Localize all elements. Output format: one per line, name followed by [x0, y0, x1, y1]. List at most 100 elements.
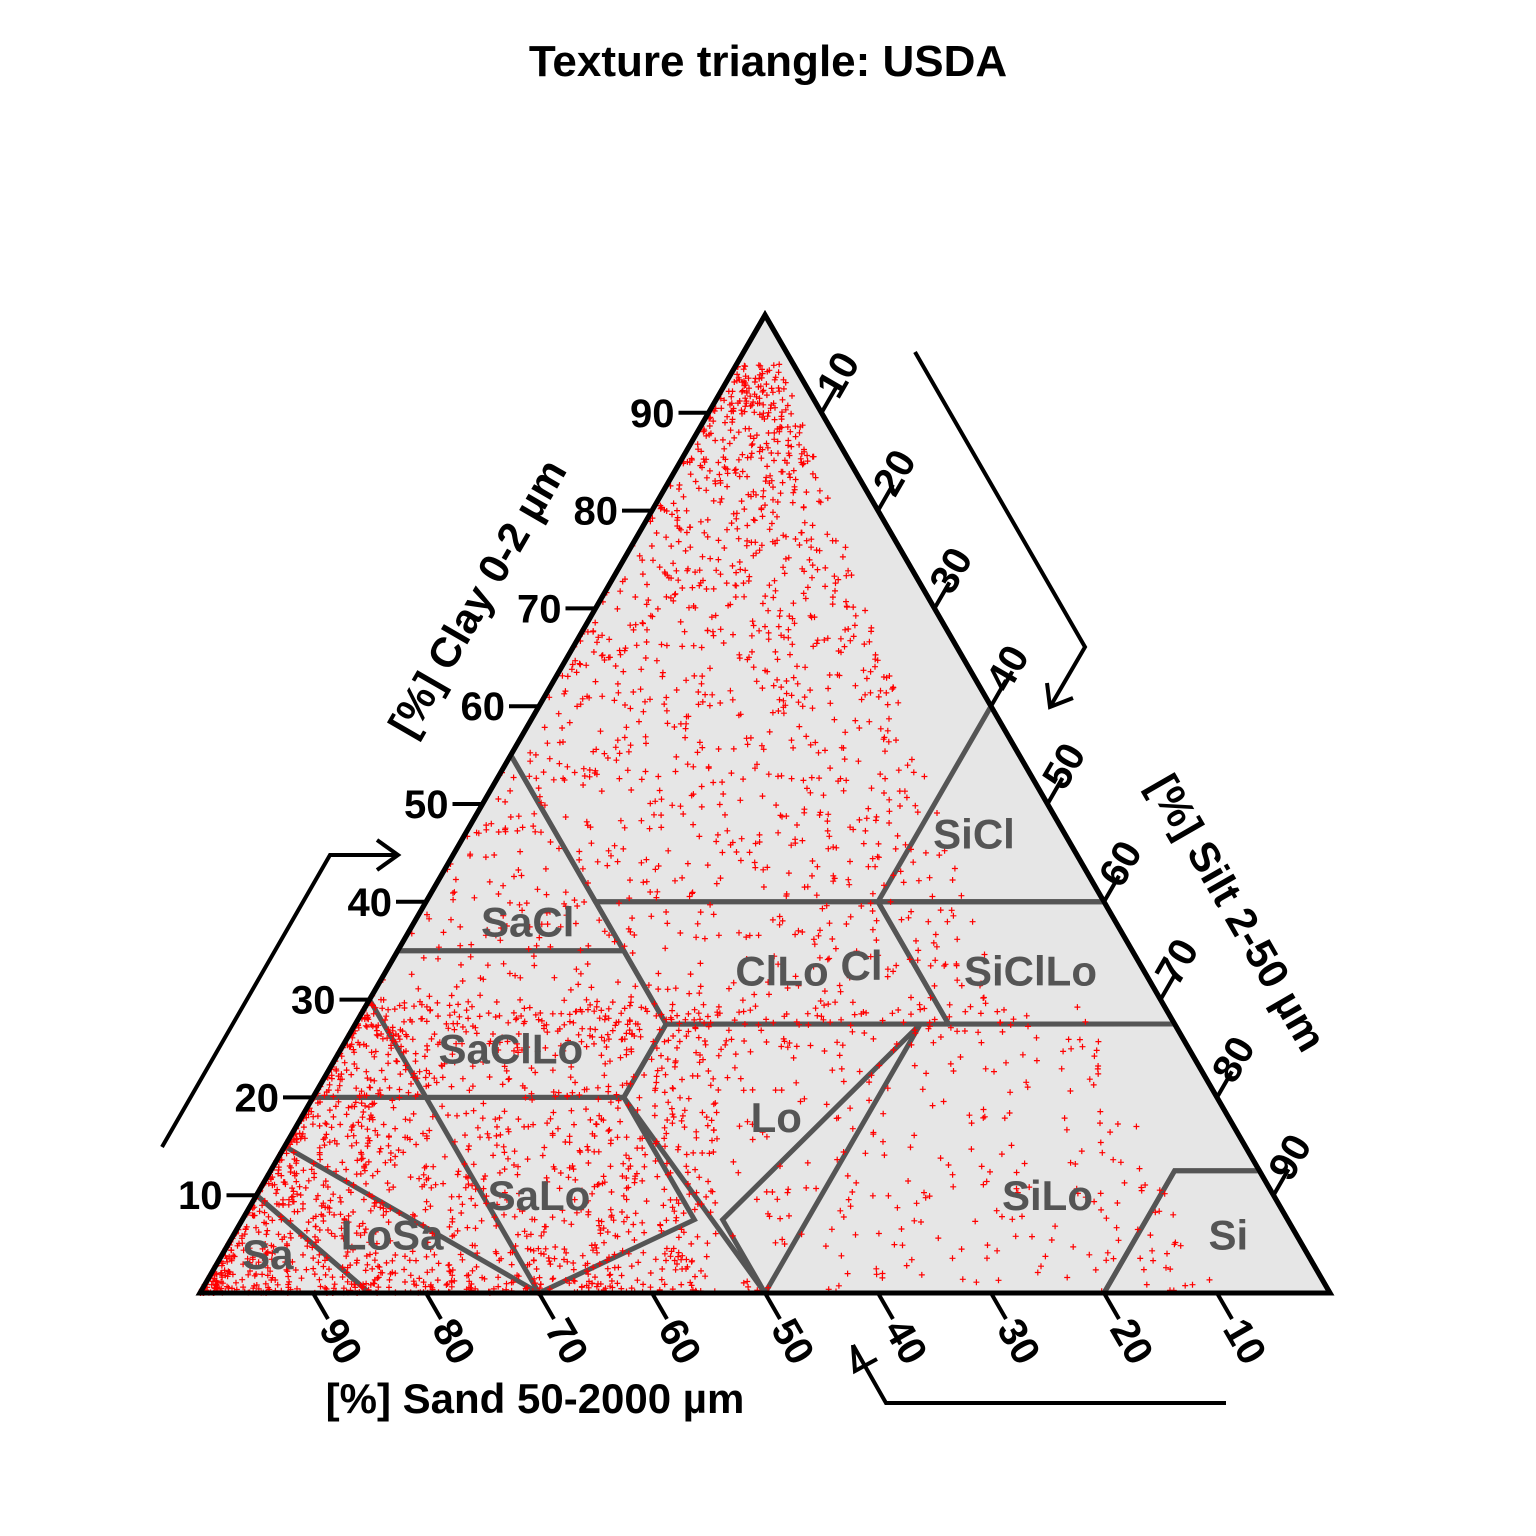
- data-point: [665, 1037, 672, 1044]
- data-point: [740, 1087, 747, 1094]
- data-point: [845, 626, 852, 632]
- data-point: [759, 446, 766, 453]
- data-point: [784, 985, 791, 991]
- data-point: [547, 1115, 554, 1122]
- data-point: [959, 1276, 966, 1283]
- data-point: [718, 405, 725, 412]
- data-point: [516, 901, 523, 908]
- data-point: [867, 689, 874, 696]
- data-point: [795, 927, 802, 934]
- data-point: [379, 1199, 386, 1206]
- data-point: [792, 536, 799, 542]
- data-point: [902, 841, 909, 848]
- data-point: [798, 1231, 805, 1238]
- data-point: [698, 680, 705, 687]
- data-point: [347, 1262, 354, 1269]
- data-point: [661, 1089, 668, 1096]
- data-point: [741, 408, 748, 415]
- data-point: [893, 737, 899, 744]
- data-point: [980, 1106, 987, 1113]
- data-point: [832, 537, 839, 544]
- data-point: [255, 1229, 262, 1236]
- data-point: [700, 1056, 706, 1063]
- data-point: [696, 1174, 703, 1181]
- data-point: [298, 1233, 304, 1239]
- data-point: [637, 686, 644, 693]
- data-point: [501, 1149, 508, 1156]
- data-point: [880, 1138, 886, 1145]
- data-point: [829, 601, 836, 608]
- data-point: [705, 765, 712, 772]
- data-point: [417, 998, 423, 1005]
- data-point: [847, 637, 854, 644]
- data-point: [538, 799, 545, 806]
- data-point: [689, 1072, 696, 1079]
- data-point: [516, 1190, 522, 1197]
- data-point: [921, 1189, 927, 1196]
- data-point: [721, 397, 728, 404]
- data-point: [469, 1267, 476, 1274]
- data-point: [732, 582, 739, 589]
- data-point: [706, 423, 713, 429]
- data-point: [427, 1203, 434, 1210]
- data-point: [480, 1176, 487, 1183]
- data-point: [303, 1266, 310, 1273]
- data-point: [744, 1278, 751, 1285]
- data-point: [950, 1068, 957, 1074]
- data-point: [665, 847, 672, 854]
- data-point: [905, 1178, 912, 1184]
- data-point: [731, 467, 738, 474]
- data-point: [465, 1272, 472, 1279]
- data-point: [446, 1012, 453, 1019]
- data-point: [1170, 1211, 1177, 1218]
- data-point: [715, 1003, 722, 1010]
- data-point: [573, 1209, 580, 1216]
- data-point: [926, 1193, 933, 1200]
- data-point: [424, 1239, 431, 1246]
- data-point: [372, 1228, 379, 1235]
- data-point: [567, 1074, 574, 1081]
- data-point: [776, 696, 783, 703]
- data-point: [614, 737, 621, 744]
- data-point: [704, 1240, 711, 1247]
- data-point: [921, 1005, 928, 1012]
- data-point: [670, 1114, 677, 1120]
- sand-tick-label: 90: [310, 1312, 370, 1373]
- data-point: [709, 1137, 715, 1144]
- data-point: [413, 1257, 419, 1264]
- data-point: [609, 1027, 616, 1034]
- data-point: [535, 1245, 542, 1252]
- data-point: [440, 1180, 447, 1187]
- data-point: [707, 555, 714, 562]
- data-point: [846, 881, 853, 888]
- data-point: [827, 765, 834, 772]
- data-point: [648, 1056, 655, 1063]
- data-point: [912, 802, 919, 809]
- data-point: [702, 691, 709, 698]
- data-point: [240, 1247, 247, 1254]
- data-point: [758, 374, 765, 381]
- data-point: [286, 1163, 293, 1169]
- data-point: [345, 1219, 352, 1226]
- data-point: [679, 1112, 686, 1119]
- data-point: [663, 534, 670, 541]
- data-point: [765, 636, 772, 643]
- data-point: [706, 467, 713, 474]
- data-point: [687, 471, 694, 478]
- data-point: [613, 757, 620, 764]
- data-point: [576, 1092, 583, 1098]
- data-point: [485, 915, 492, 922]
- data-point: [618, 1036, 625, 1043]
- data-point: [672, 877, 678, 884]
- data-point: [809, 562, 816, 569]
- data-point: [1009, 1216, 1016, 1223]
- data-point: [663, 1245, 670, 1252]
- data-point: [623, 1080, 630, 1087]
- data-point: [259, 1202, 266, 1209]
- data-point: [573, 669, 580, 676]
- data-point: [658, 1052, 664, 1059]
- data-point: [1038, 1263, 1044, 1270]
- data-point: [728, 1036, 735, 1043]
- data-point: [450, 1020, 457, 1027]
- data-point: [625, 1228, 632, 1235]
